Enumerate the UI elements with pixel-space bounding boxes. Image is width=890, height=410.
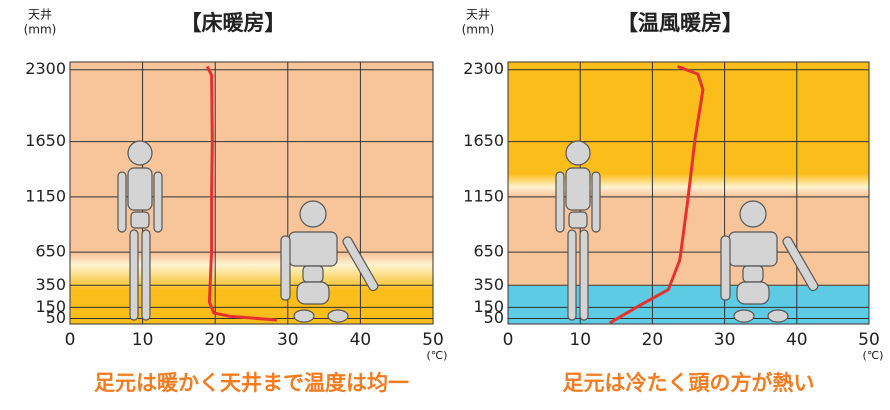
plot-frame xyxy=(507,61,870,325)
caption: 足元は冷たく頭の方が熱い xyxy=(563,371,815,395)
x-tick-label: 10 xyxy=(132,330,154,350)
x-tick-label: 0 xyxy=(503,330,514,350)
x-tick-label: 10 xyxy=(569,330,591,350)
x-axis-unit: (℃) xyxy=(863,349,884,362)
y-tick-label: 650 xyxy=(473,242,504,261)
y-tick-label: 50 xyxy=(46,308,66,327)
x-tick-label: 40 xyxy=(350,330,372,350)
x-axis-unit: (℃) xyxy=(427,349,448,362)
chart-title: 【温風暖房】 xyxy=(617,11,743,35)
plot-frame xyxy=(69,61,434,325)
x-tick-label: 20 xyxy=(204,330,226,350)
y-axis-unit: (mm) xyxy=(462,23,495,37)
y-tick-label: 650 xyxy=(35,242,66,261)
y-tick-label: 350 xyxy=(35,275,66,294)
y-axis-label: 天井 xyxy=(466,8,490,22)
y-tick-label: 150 xyxy=(35,297,66,316)
y-tick-label: 1150 xyxy=(463,186,504,205)
x-tick-label: 50 xyxy=(858,330,880,350)
x-tick-label: 0 xyxy=(65,330,76,350)
y-tick-label: 1150 xyxy=(25,186,66,205)
x-tick-label: 40 xyxy=(786,330,808,350)
y-tick-label: 1650 xyxy=(463,131,504,150)
x-tick-label: 30 xyxy=(277,330,299,350)
temperature-line xyxy=(205,65,278,322)
y-tick-label: 1650 xyxy=(25,131,66,150)
y-tick-label: 2300 xyxy=(463,59,504,78)
x-tick-label: 20 xyxy=(642,330,664,350)
y-axis-label: 天井 xyxy=(28,8,52,22)
figures xyxy=(117,140,819,323)
temperature-line xyxy=(609,65,705,325)
caption: 足元は暖かく天井まで温度は均一 xyxy=(94,371,409,395)
y-tick-label: 150 xyxy=(473,297,504,316)
y-tick-label: 350 xyxy=(473,275,504,294)
y-tick-label: 2300 xyxy=(25,59,66,78)
y-axis-unit: (mm) xyxy=(24,23,57,37)
x-tick-label: 30 xyxy=(714,330,736,350)
x-tick-label: 50 xyxy=(422,330,444,350)
chart-title: 【床暖房】 xyxy=(181,11,286,35)
y-tick-label: 50 xyxy=(484,308,504,327)
